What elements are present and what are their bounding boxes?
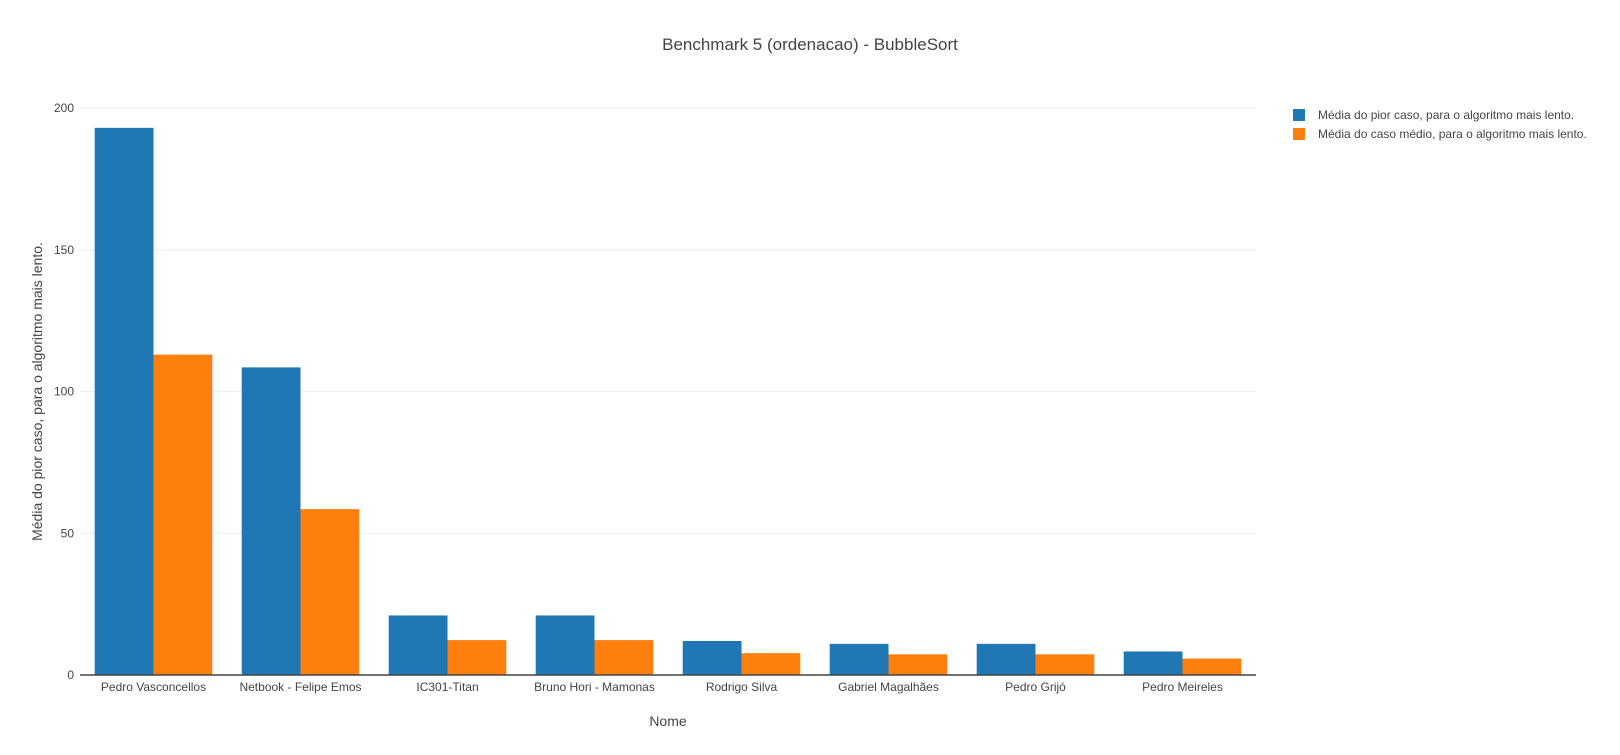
x-axis-ticks: Pedro Vasconcellos Netbook - Felipe Emos I… [101,680,1223,694]
y-tick-label: 200 [54,101,74,115]
legend-label-1: Média do pior caso, para o algoritmo mai… [1318,108,1574,122]
bar-series-1-3 [535,615,595,675]
bar-series-1-2 [388,615,448,675]
bar-series-2-3 [594,640,654,675]
bar-series-2-2 [447,640,507,675]
bar-series-1-7 [1123,651,1183,675]
x-tick-label: Pedro Grijó [1005,680,1066,694]
bar-series-2-6 [1035,654,1095,675]
bar-series-2-7 [1182,658,1242,675]
legend: Média do pior caso, para o algoritmo mai… [1293,108,1587,141]
bar-series-2-0 [153,354,213,675]
x-tick-label: Bruno Hori - Mamonas [534,680,655,694]
legend-swatch-2 [1293,128,1305,140]
bar-series-1-4 [682,640,742,675]
bar-series-1-6 [976,643,1036,675]
legend-swatch-1 [1293,109,1305,121]
y-tick-label: 50 [61,526,75,540]
y-axis-ticks: 0 50 100 150 200 [54,101,74,682]
y-axis-title: Média do pior caso, para o algoritmo mai… [29,242,45,541]
x-tick-label: Rodrigo Silva [706,680,778,694]
x-tick-label: Gabriel Magalhães [838,680,939,694]
y-tick-label: 0 [67,668,74,682]
x-tick-label: Netbook - Felipe Emos [239,680,361,694]
x-axis-title: Nome [649,713,687,729]
y-tick-label: 100 [54,385,74,399]
bar-series-2-5 [888,654,948,675]
x-tick-label: Pedro Meireles [1142,680,1223,694]
bar-series-1-5 [829,643,889,675]
chart-title: Benchmark 5 (ordenacao) - BubbleSort [662,35,958,54]
bar-series-1-0 [94,127,154,676]
y-tick-label: 150 [54,243,74,257]
bar-series-1-1 [241,367,301,675]
bar-series-2-4 [741,653,801,675]
x-tick-label: IC301-Titan [416,680,478,694]
bar-series-2-1 [300,509,360,675]
legend-label-2: Média do caso médio, para o algoritmo ma… [1318,127,1587,141]
bars [94,127,1242,676]
x-tick-label: Pedro Vasconcellos [101,680,206,694]
